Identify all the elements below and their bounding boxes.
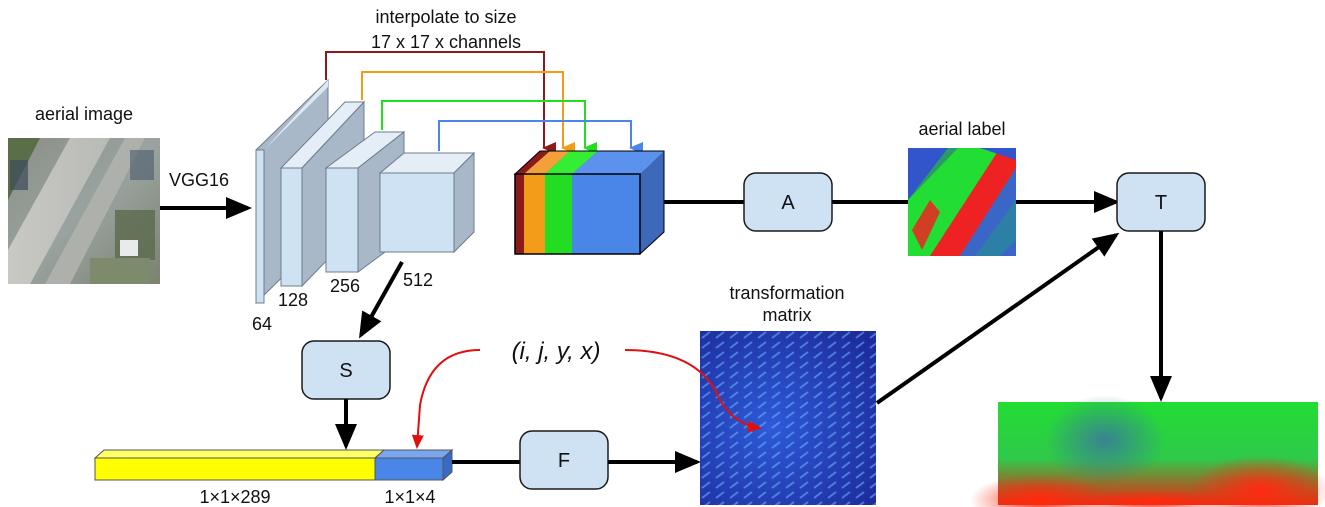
aerial-label-map (908, 148, 1016, 256)
box-t: T (1116, 172, 1206, 232)
vgg-layer-512 (378, 151, 476, 254)
box-a: A (743, 172, 833, 232)
layer-size-512: 512 (403, 270, 433, 290)
box-s: S (301, 340, 391, 400)
interpolate-title-line2: 17 x 17 x channels (371, 32, 521, 52)
layer-size-128: 128 (278, 290, 308, 310)
layer-size-256: 256 (330, 276, 360, 296)
layer-size-64: 64 (252, 314, 272, 334)
vgg16-label: VGG16 (169, 170, 229, 190)
aerial-image (8, 138, 160, 284)
interpolate-title-line1: interpolate to size (375, 7, 516, 27)
vector-right-label: 1×1×4 (384, 487, 435, 507)
vars-label: (i, j, y, x) (512, 338, 601, 365)
interp-arrow-blue (438, 120, 643, 154)
vector-left-label: 1×1×289 (199, 487, 270, 507)
box-f: F (519, 430, 609, 490)
vars-to-vector-arrow (411, 349, 481, 449)
box-f-label: F (558, 450, 570, 472)
interp-arrow-orange (361, 71, 575, 154)
transformation-matrix-label-2: matrix (763, 305, 812, 325)
transformation-matrix (700, 331, 876, 505)
vgg-to-s-arrow (359, 261, 404, 339)
interp-arrow-green (381, 100, 597, 154)
box-t-label: T (1155, 192, 1167, 214)
feature-vector (93, 448, 454, 482)
feature-block (513, 150, 665, 256)
aerial-image-label: aerial image (35, 104, 133, 124)
box-a-label: A (781, 192, 795, 214)
box-s-label: S (339, 360, 352, 382)
matrix-to-t-arrow (875, 232, 1120, 405)
transformation-matrix-label-1: transformation (729, 283, 844, 303)
vars-to-matrix-arrow (624, 349, 762, 433)
output-map (970, 395, 1325, 507)
aerial-label-title: aerial label (918, 119, 1005, 139)
